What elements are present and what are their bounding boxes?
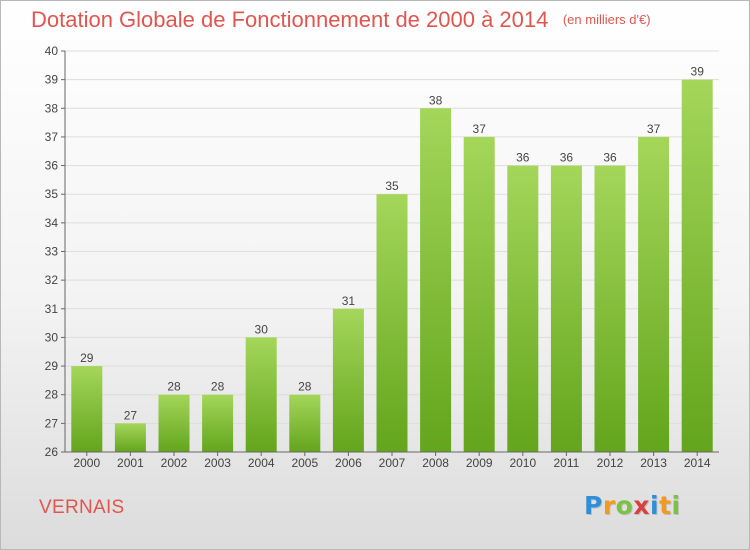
y-tick-label: 32 xyxy=(45,273,59,287)
x-tick-label: 2014 xyxy=(684,456,711,470)
y-tick-label: 37 xyxy=(45,130,59,144)
bar-2007 xyxy=(376,194,408,452)
bar-2014 xyxy=(681,79,713,453)
bar-2002 xyxy=(158,394,190,452)
logo-letter: P xyxy=(584,491,603,520)
y-tick-label: 26 xyxy=(45,445,59,459)
data-label: 36 xyxy=(603,151,617,165)
x-tick-label: 2004 xyxy=(248,456,275,470)
x-tick-label: 2011 xyxy=(553,456,579,470)
y-tick-label: 28 xyxy=(45,388,59,402)
y-tick-label: 39 xyxy=(45,73,59,87)
logo-letter: r xyxy=(602,491,616,520)
logo-letter: t xyxy=(659,491,672,520)
x-tick-label: 2006 xyxy=(335,456,362,470)
commune-name: VERNAIS xyxy=(39,497,125,518)
bar-2013 xyxy=(638,136,670,452)
data-label: 38 xyxy=(429,93,443,107)
y-tick-label: 38 xyxy=(45,101,59,115)
logo-letter: o xyxy=(615,491,634,520)
x-tick-label: 2008 xyxy=(422,456,449,470)
bar-2008 xyxy=(420,108,452,453)
y-tick-label: 30 xyxy=(45,330,59,344)
x-tick-label: 2000 xyxy=(73,456,100,470)
y-tick-label: 35 xyxy=(45,187,59,201)
logo-letter: i xyxy=(671,491,681,520)
x-tick-label: 2003 xyxy=(204,456,231,470)
labels: 26 27 28 29 30 31 32 33 34 35 36 37 38 39 40 29 2000 27 20… xyxy=(45,44,711,470)
data-label: 28 xyxy=(211,380,225,394)
x-tick-label: 2005 xyxy=(291,456,318,470)
title-row: Dotation Globale de Fonctionnement de 20… xyxy=(31,7,651,33)
x-tick-label: 2009 xyxy=(466,456,493,470)
y-tick-label: 31 xyxy=(45,302,59,316)
bar-2011 xyxy=(550,165,582,453)
bar-2010 xyxy=(507,165,539,453)
bars xyxy=(71,79,713,453)
data-label: 29 xyxy=(80,351,94,365)
chart-title: Dotation Globale de Fonctionnement de 20… xyxy=(31,7,549,32)
y-tick-label: 40 xyxy=(45,44,59,58)
x-tick-label: 2012 xyxy=(597,456,624,470)
data-label: 36 xyxy=(516,151,530,165)
y-tick-label: 29 xyxy=(45,359,59,373)
bar-2001 xyxy=(114,423,146,452)
bar-2000 xyxy=(71,366,103,452)
data-label: 39 xyxy=(691,65,705,79)
data-label: 31 xyxy=(342,294,356,308)
logo-letter: x xyxy=(633,491,650,520)
axes xyxy=(61,50,719,456)
y-tick-label: 36 xyxy=(45,159,59,173)
data-label: 30 xyxy=(255,322,269,336)
bar-2003 xyxy=(202,394,234,452)
bar-2012 xyxy=(594,165,626,453)
x-tick-label: 2013 xyxy=(640,456,667,470)
bar-2006 xyxy=(332,308,364,452)
data-label: 35 xyxy=(385,179,399,193)
data-label: 36 xyxy=(560,151,574,165)
data-label: 28 xyxy=(298,380,312,394)
y-tick-label: 33 xyxy=(45,245,59,259)
bar-2004 xyxy=(245,337,277,452)
data-label: 27 xyxy=(124,408,138,422)
data-label: 37 xyxy=(647,122,661,136)
x-tick-label: 2002 xyxy=(161,456,188,470)
bar-2005 xyxy=(289,394,321,452)
bar-2009 xyxy=(463,136,495,452)
data-label: 37 xyxy=(473,122,487,136)
unit-label: (en milliers d'€) xyxy=(562,12,651,27)
data-label: 28 xyxy=(167,380,181,394)
x-tick-label: 2001 xyxy=(117,456,144,470)
x-tick-label: 2007 xyxy=(379,456,406,470)
x-tick-label: 2010 xyxy=(509,456,536,470)
y-tick-label: 34 xyxy=(45,216,59,230)
logo-letter: i xyxy=(650,491,660,520)
proxiti-logo: Proxiti xyxy=(584,491,681,520)
y-tick-label: 27 xyxy=(45,416,59,430)
